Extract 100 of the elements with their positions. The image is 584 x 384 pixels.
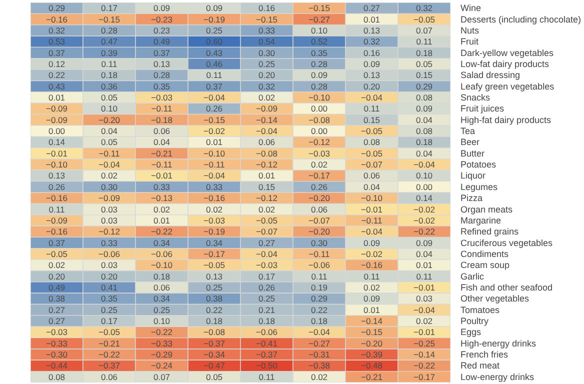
data-label: 0.52 (310, 36, 328, 47)
data-label: 0.22 (206, 304, 223, 315)
data-label: 0.49 (153, 36, 170, 47)
data-label: 0.15 (363, 114, 380, 125)
data-label: −0.17 (413, 372, 436, 382)
data-label: 0.33 (153, 182, 170, 192)
data-label: 0.37 (48, 48, 66, 58)
data-label: 0.32 (258, 81, 276, 92)
data-label: −0.50 (256, 360, 278, 371)
data-label: 0.08 (48, 372, 66, 382)
data-label: −0.20 (308, 193, 330, 204)
y-tick-label: Liquor (460, 170, 486, 181)
data-label: 0.32 (416, 3, 433, 14)
data-label: −0.10 (308, 92, 330, 102)
data-label: −0.05 (413, 14, 436, 24)
data-label: 0.06 (153, 126, 170, 136)
data-label: 0.30 (258, 48, 276, 58)
data-label: 0.02 (310, 372, 328, 382)
data-label: 0.06 (258, 137, 276, 148)
data-label: 0.14 (416, 193, 433, 204)
y-tick-label: Beer (460, 137, 480, 148)
data-label: −0.22 (413, 360, 436, 371)
data-label: −0.05 (360, 126, 383, 136)
data-label: 0.01 (48, 92, 66, 102)
data-label: 0.03 (100, 204, 118, 214)
data-label: 0.09 (416, 104, 433, 114)
data-label: 0.09 (363, 238, 380, 248)
data-label: 0.16 (258, 3, 276, 14)
data-label: 0.03 (416, 294, 433, 304)
data-label: 0.01 (363, 304, 380, 315)
data-label: 0.18 (206, 316, 223, 326)
data-label: −0.16 (360, 260, 383, 270)
data-label: 0.17 (100, 316, 118, 326)
data-label: 0.21 (258, 304, 276, 315)
data-label: −0.22 (413, 226, 436, 237)
data-label: 0.11 (416, 271, 432, 282)
data-label: 0.10 (310, 25, 328, 36)
data-label: 0.09 (206, 3, 223, 14)
data-label: 0.01 (416, 260, 433, 270)
data-label: −0.41 (256, 338, 278, 348)
data-label: 0.02 (206, 204, 223, 214)
data-label: 0.22 (48, 70, 66, 80)
data-label: 0.34 (206, 238, 223, 248)
data-label: −0.04 (256, 248, 278, 259)
data-label: 0.04 (100, 126, 118, 136)
data-label: 0.15 (416, 70, 433, 80)
data-label: −0.48 (360, 360, 383, 371)
data-label: −0.04 (360, 92, 383, 102)
data-label: 0.10 (153, 316, 170, 326)
y-tick-label: Refined grains (460, 226, 520, 237)
data-label: 0.00 (310, 104, 328, 114)
data-label: −0.21 (360, 372, 383, 382)
data-label: 0.03 (100, 215, 118, 226)
data-label: 0.02 (363, 282, 380, 292)
data-label: −0.16 (46, 14, 68, 24)
data-label: 0.33 (206, 182, 223, 192)
data-label: 0.02 (310, 160, 328, 170)
data-label: 0.29 (48, 3, 66, 14)
y-tick-label: Salad dressing (460, 70, 520, 80)
data-label: 0.60 (206, 36, 223, 47)
data-label: −0.05 (256, 215, 278, 226)
data-label: 0.18 (416, 48, 433, 58)
data-label: −0.44 (46, 360, 68, 371)
data-label: 0.11 (364, 271, 380, 282)
data-label: −0.04 (308, 327, 330, 338)
data-label: 0.13 (206, 271, 223, 282)
data-label: −0.11 (151, 104, 172, 114)
data-label: 0.10 (100, 104, 118, 114)
y-tick-label: Poultry (460, 316, 490, 326)
data-label: −0.03 (256, 260, 278, 270)
data-label: −0.33 (46, 338, 68, 348)
y-tick-label: Margarine (460, 215, 502, 226)
y-tick-label: Legumes (460, 182, 498, 192)
data-label: −0.15 (98, 14, 120, 24)
y-tick-label: Cream soup (460, 260, 510, 270)
data-label: 0.34 (153, 294, 170, 304)
y-tick-label: High-fat dairy products (460, 114, 552, 125)
data-label: 0.32 (363, 36, 380, 47)
data-label: 0.35 (100, 294, 118, 304)
y-tick-label: High-energy drinks (460, 338, 537, 348)
data-label: 0.06 (100, 372, 118, 382)
data-label: −0.06 (256, 327, 278, 338)
data-label: −0.15 (308, 3, 330, 14)
y-tick-label: Nuts (460, 25, 480, 36)
data-label: −0.16 (46, 226, 68, 237)
data-label: 0.27 (48, 316, 66, 326)
data-label: −0.10 (360, 193, 383, 204)
y-tick-label: Low-energy drinks (460, 372, 535, 382)
data-label: −0.10 (203, 148, 226, 158)
data-label: 0.25 (100, 304, 118, 315)
data-label: −0.23 (150, 14, 173, 24)
data-label: 0.25 (258, 58, 276, 69)
data-label: 0.35 (310, 48, 328, 58)
data-label: 0.00 (310, 126, 328, 136)
data-label: −0.09 (256, 104, 278, 114)
data-label: 0.29 (310, 294, 328, 304)
data-label: −0.03 (203, 215, 226, 226)
data-label: −0.08 (203, 327, 226, 338)
data-label: 0.36 (100, 81, 118, 92)
data-label: −0.12 (98, 226, 120, 237)
